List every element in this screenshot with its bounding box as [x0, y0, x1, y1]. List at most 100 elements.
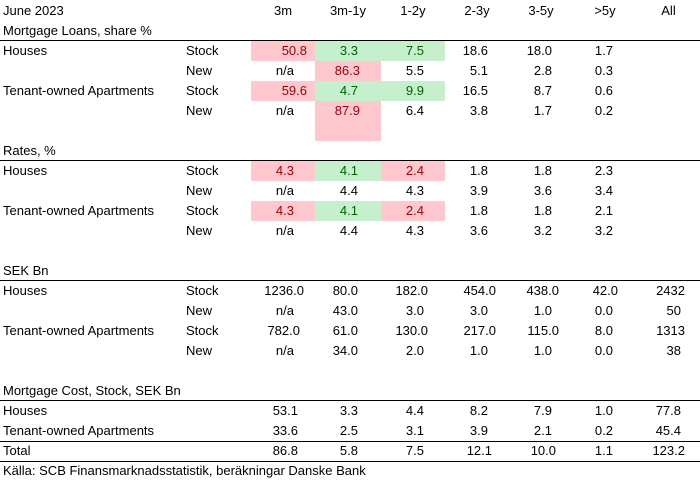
highlight-cell: [251, 81, 315, 101]
divider: [0, 40, 700, 41]
cell: 43.0: [332, 303, 358, 318]
section-title-row: Mortgage Cost, Stock, SEK Bn: [0, 381, 700, 401]
cell: 7.5: [405, 43, 424, 58]
row-sublabel: New: [186, 103, 213, 118]
col-header: >5y: [594, 3, 616, 18]
row-label: Tenant-owned Apartments: [3, 83, 155, 98]
cell: 2.8: [533, 63, 552, 78]
section-title: Rates, %: [3, 143, 56, 158]
cell: [637, 101, 681, 121]
cell: 1313: [656, 323, 685, 338]
row-sublabel: Stock: [186, 163, 219, 178]
cell: 5.8: [339, 443, 358, 458]
cell: 182.0: [395, 283, 428, 298]
table-row-total: Total 86.8 5.8 7.5 12.1 10.0 1.1 123.2: [0, 441, 700, 461]
cell: 4.3: [275, 203, 294, 218]
cell: 2.5: [339, 423, 358, 438]
row-label: Tenant-owned Apartments: [3, 423, 155, 438]
cell: 3.9: [469, 183, 488, 198]
cell: n/a: [275, 303, 294, 318]
source-note: Källa: SCB Finansmarknadsstatistik, berä…: [3, 463, 366, 478]
cell: n/a: [275, 343, 294, 358]
cell: 115.0: [527, 323, 559, 338]
cell: 2.0: [405, 343, 424, 358]
cell: 0.6: [594, 83, 613, 98]
table-row: New n/a 86.3 5.5 5.1 2.8 0.3: [0, 61, 700, 81]
cell: 2.1: [533, 423, 552, 438]
row-sublabel: New: [186, 343, 213, 358]
row-sublabel: Stock: [186, 283, 219, 298]
cell: 77.8: [655, 403, 681, 418]
cell: [637, 81, 681, 101]
section-title-row: Mortgage Loans, share %: [0, 21, 700, 41]
cell: 12.1: [466, 443, 492, 458]
cell: 2.1: [594, 203, 613, 218]
col-header: 3m: [273, 3, 293, 18]
cell: 3.8: [469, 103, 488, 118]
cell: 42.0: [592, 283, 618, 298]
row-label: [3, 101, 183, 121]
cell: 438.0: [526, 283, 559, 298]
cell: n/a: [275, 183, 294, 198]
row-sublabel: New: [186, 223, 213, 238]
cell: 8.2: [469, 403, 488, 418]
cell: 4.4: [339, 223, 358, 238]
cell: 16.5: [462, 83, 488, 98]
table-row: Houses Stock 50.8 3.3 7.5 18.6 18.0 1.7: [0, 41, 700, 61]
row-sublabel: Stock: [186, 203, 219, 218]
cell: 7.5: [405, 443, 424, 458]
col-header: 3m-1y: [329, 3, 367, 18]
cell: 217.0: [463, 323, 496, 338]
cell: 86.8: [272, 443, 298, 458]
row-label: [3, 301, 183, 321]
divider: [0, 441, 700, 442]
cell: 80.0: [332, 283, 358, 298]
col-header: 3-5y: [528, 3, 554, 18]
cell: 3.4: [594, 183, 613, 198]
cell: 4.1: [339, 163, 358, 178]
cell: 1.8: [533, 163, 552, 178]
row-sublabel: Stock: [186, 323, 219, 338]
section-title: Mortgage Cost, Stock, SEK Bn: [3, 383, 181, 398]
section-title: SEK Bn: [3, 263, 49, 278]
cell: 4.3: [405, 223, 424, 238]
cell: 5.5: [405, 63, 424, 78]
cell: 1.7: [594, 43, 613, 58]
table-row: Houses 53.1 3.3 4.4 8.2 7.9 1.0 77.8: [0, 401, 700, 421]
cell: 782.0: [267, 323, 300, 338]
cell: 53.1: [272, 403, 298, 418]
row-label: Houses: [3, 403, 48, 418]
row-sublabel: Stock: [186, 43, 219, 58]
highlight-cell: [315, 161, 381, 181]
highlight-cell: [315, 101, 381, 141]
row-sublabel: New: [186, 183, 213, 198]
highlight-cell: [251, 41, 315, 61]
cell: 4.1: [339, 203, 358, 218]
cell: 2.4: [405, 163, 424, 178]
cell: 123.2: [652, 443, 685, 458]
table-row: New n/a 34.0 2.0 1.0 1.0 0.0 38: [0, 341, 700, 361]
cell: [637, 61, 681, 81]
section-title: Mortgage Loans, share %: [3, 23, 152, 38]
cell: 8.0: [594, 323, 613, 338]
cell: 0.3: [594, 63, 613, 78]
row-label: Houses: [3, 43, 48, 58]
table-row: Tenant-owned Apartments Stock 59.6 4.7 9…: [0, 81, 700, 101]
highlight-cell: [381, 201, 445, 221]
cell: 59.6: [281, 83, 307, 98]
cell: 1.8: [469, 163, 488, 178]
cell: 87.9: [334, 103, 360, 118]
cell: 1.7: [533, 103, 552, 118]
cell: 10.0: [530, 443, 556, 458]
table-row: New n/a 4.4 4.3 3.9 3.6 3.4: [0, 181, 700, 201]
cell: 3.1: [405, 423, 424, 438]
cell: 7.9: [533, 403, 552, 418]
cell: 1236.0: [264, 283, 304, 298]
cell: 3.3: [339, 43, 358, 58]
cell: 18.6: [462, 43, 488, 58]
cell: 1.0: [469, 343, 488, 358]
header-row: June 2023 3m 3m-1y 1-2y 2-3y 3-5y >5y Al…: [0, 1, 700, 21]
cell: 3.6: [533, 183, 552, 198]
cell: 1.0: [533, 343, 552, 358]
row-sublabel: Stock: [186, 83, 219, 98]
